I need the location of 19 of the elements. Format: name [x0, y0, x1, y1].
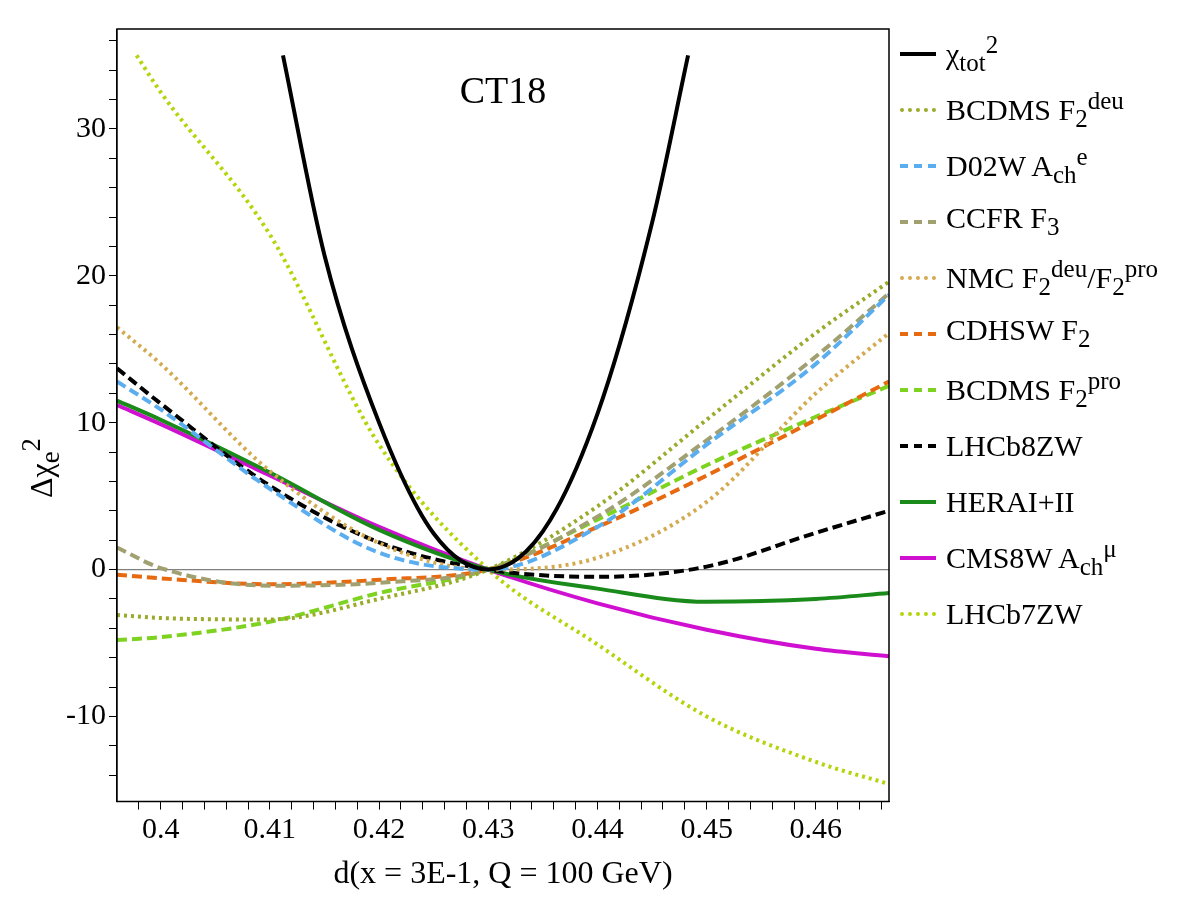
y-tick-label: 10 [75, 403, 106, 437]
y-tick-label: 20 [75, 256, 106, 290]
x-tick-label: 0.41 [243, 811, 297, 845]
x-tick-label: 0.4 [141, 811, 180, 845]
y-tick-label: -10 [65, 697, 106, 731]
x-tick-label: 0.42 [352, 811, 406, 845]
y-tick-label: 30 [75, 109, 106, 143]
legend-label: HERAI+II [946, 484, 1075, 520]
x-axis-title: d(x = 3E-1, Q = 100 GeV) [333, 854, 673, 891]
annotation: CT18 [459, 68, 547, 111]
legend-label: CCFR F$_{3}$ [946, 199, 1060, 242]
y-tick-label: 0 [90, 550, 106, 584]
x-tick-label: 0.45 [680, 811, 733, 845]
x-tick-label: 0.43 [462, 811, 515, 845]
x-tick-label: 0.44 [571, 811, 624, 845]
legend-label: LHCb8ZW [946, 428, 1083, 464]
x-tick-label: 0.46 [789, 811, 843, 845]
legend-label: CDHSW F$_{2}$ [946, 311, 1091, 354]
legend-label: LHCb7ZW [946, 596, 1083, 632]
